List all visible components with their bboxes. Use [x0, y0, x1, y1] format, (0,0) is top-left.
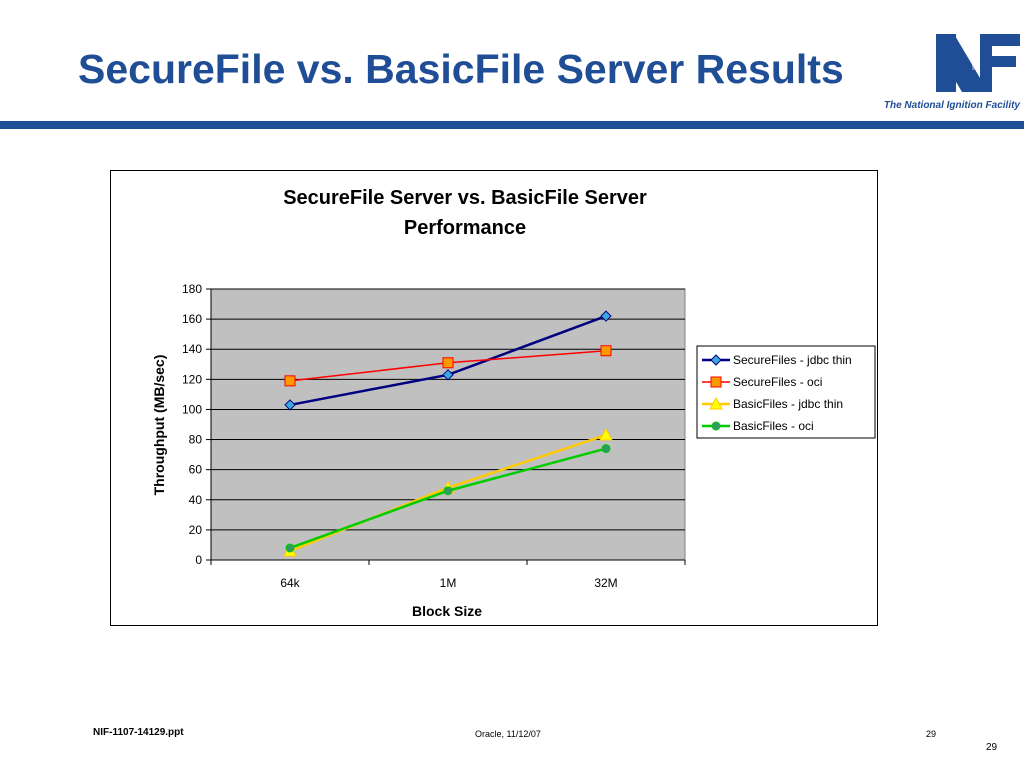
data-point — [601, 444, 611, 454]
plot-area — [210, 288, 686, 561]
data-point — [600, 310, 612, 322]
y-tick-label: 140 — [182, 342, 202, 356]
x-tick-label: 1M — [440, 576, 457, 590]
y-tick-label: 100 — [182, 402, 202, 416]
y-tick-label: 160 — [182, 312, 202, 326]
data-point — [442, 369, 454, 381]
data-point — [284, 375, 296, 387]
y-tick-label: 60 — [189, 463, 203, 477]
y-tick-label: 80 — [189, 433, 203, 447]
data-point — [284, 399, 296, 411]
x-tick-label: 64k — [280, 576, 300, 590]
logo-tagline: The National Ignition Facility — [884, 100, 1021, 111]
page-number: 29 — [986, 742, 998, 753]
y-tick-label: 20 — [189, 523, 203, 537]
footer-date: Oracle, 11/12/07 — [475, 729, 541, 739]
x-tick-label: 32M — [594, 576, 617, 590]
nif-logo-mark — [936, 34, 1020, 92]
legend-label: SecureFiles - jdbc thin — [733, 353, 852, 367]
nif-logo: The National Ignition Facility — [884, 34, 1021, 111]
data-point — [600, 345, 612, 357]
data-point — [442, 357, 454, 369]
y-tick-label: 120 — [182, 372, 202, 386]
y-axis-label: Throughput (MB/sec) — [151, 355, 167, 496]
footer-file-name: NIF-1107-14129.ppt — [93, 727, 184, 738]
chart-title-line-2: Performance — [404, 217, 526, 239]
y-tick-label: 0 — [195, 553, 202, 567]
legend-label: BasicFiles - oci — [733, 419, 814, 433]
footer-slide-number: 29 — [926, 729, 937, 739]
legend-marker — [710, 354, 722, 366]
data-point — [599, 427, 613, 441]
line-chart: SecureFile Server vs. BasicFile Server P… — [151, 187, 876, 619]
y-tick-label: 40 — [189, 493, 203, 507]
data-point — [285, 543, 295, 553]
slide-title: SecureFile vs. BasicFile Server Results — [78, 46, 844, 92]
legend-marker — [711, 421, 721, 431]
y-tick-label: 180 — [182, 282, 202, 296]
data-point — [443, 486, 453, 496]
legend-label: BasicFiles - jdbc thin — [733, 397, 843, 411]
legend-marker — [709, 396, 723, 410]
x-axis-label: Block Size — [412, 603, 482, 619]
legend-marker — [710, 376, 722, 388]
legend-label: SecureFiles - oci — [733, 375, 822, 389]
legend-box — [696, 345, 876, 439]
chart-title-line-1: SecureFile Server vs. BasicFile Server — [283, 187, 647, 209]
header-divider-bar — [0, 121, 1024, 129]
